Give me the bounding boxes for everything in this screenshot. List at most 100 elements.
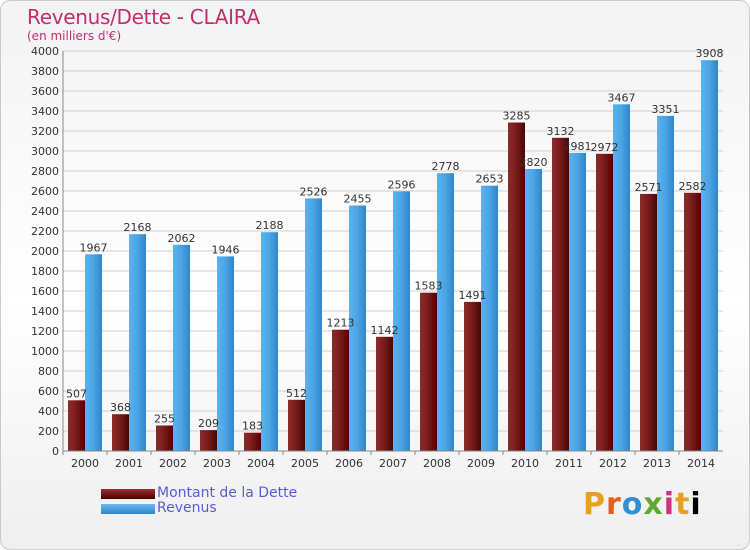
y-tick-label: 1200 xyxy=(31,325,59,338)
data-label-dette: 2582 xyxy=(679,180,707,193)
y-tick-label: 1600 xyxy=(31,285,59,298)
x-tick-label: 2010 xyxy=(511,457,539,470)
bar-dette xyxy=(684,192,701,452)
y-tick-label: 200 xyxy=(38,425,59,438)
x-tick-label: 2009 xyxy=(467,457,495,470)
y-tick-label: 3200 xyxy=(31,125,59,138)
data-label-dette: 512 xyxy=(286,387,307,400)
data-label-dette: 209 xyxy=(198,417,219,430)
bar-dette xyxy=(112,414,129,451)
data-label-dette: 507 xyxy=(66,387,87,400)
x-tick-label: 2003 xyxy=(203,457,231,470)
bar-revenus xyxy=(569,152,586,451)
data-label-revenus: 2455 xyxy=(344,193,372,206)
data-label-revenus: 1967 xyxy=(80,241,108,254)
bar-dette xyxy=(68,400,85,451)
bar-revenus xyxy=(217,256,234,451)
bar-revenus xyxy=(481,185,498,451)
x-tick-label: 2011 xyxy=(555,457,583,470)
data-label-dette: 1213 xyxy=(327,317,355,330)
axis-layer: 0 200 400 600 800 1000 1200 1400 1600 1800 2000 220… xyxy=(31,45,723,470)
y-tick-label: 0 xyxy=(52,445,59,458)
data-label-dette: 183 xyxy=(242,420,263,433)
data-label-dette: 3285 xyxy=(503,110,531,123)
bar-dette xyxy=(376,336,393,451)
data-label-revenus: 3467 xyxy=(608,91,636,104)
legend-swatch-dette xyxy=(101,489,155,499)
y-tick-label: 4000 xyxy=(31,45,59,58)
data-label-dette: 2972 xyxy=(591,141,619,154)
x-tick-label: 2001 xyxy=(115,457,143,470)
legend-label-revenus: Revenus xyxy=(157,500,217,516)
bar-revenus xyxy=(525,169,542,451)
bars-layer xyxy=(68,60,718,452)
data-label-dette: 1491 xyxy=(459,289,487,302)
data-label-revenus: 2820 xyxy=(520,156,548,169)
bar-revenus xyxy=(261,232,278,451)
legend-swatch-revenus xyxy=(101,504,155,514)
y-tick-label: 600 xyxy=(38,385,59,398)
data-label-revenus: 2778 xyxy=(432,160,460,173)
bar-dette xyxy=(288,399,305,451)
y-tick-label: 3000 xyxy=(31,145,59,158)
data-label-revenus: 3351 xyxy=(652,103,680,116)
x-tick-label: 2000 xyxy=(71,457,99,470)
y-tick-label: 3800 xyxy=(31,65,59,78)
x-tick-label: 2008 xyxy=(423,457,451,470)
bar-dette xyxy=(508,122,525,451)
data-label-dette: 255 xyxy=(154,413,175,426)
bar-dette xyxy=(464,301,481,451)
x-tick-label: 2002 xyxy=(159,457,187,470)
y-tick-label: 800 xyxy=(38,365,59,378)
bar-dette xyxy=(156,425,173,451)
data-label-revenus: 2168 xyxy=(124,221,152,234)
y-tick-label: 1400 xyxy=(31,305,59,318)
y-tick-label: 2400 xyxy=(31,205,59,218)
data-label-revenus: 2653 xyxy=(476,173,504,186)
bar-revenus xyxy=(349,205,366,451)
y-tick-label: 2600 xyxy=(31,185,59,198)
y-tick-label: 2000 xyxy=(31,245,59,258)
proxiti-logo: Proxiti xyxy=(583,487,702,522)
bar-dette xyxy=(552,137,569,452)
bar-revenus xyxy=(129,234,146,451)
x-tick-label: 2013 xyxy=(643,457,671,470)
y-tick-label: 2800 xyxy=(31,165,59,178)
y-tick-label: 3600 xyxy=(31,85,59,98)
labels-layer: 507 1967 368 2168 255 2062 209 1946 183 2188 512 25… xyxy=(66,47,724,433)
y-tick-label: 400 xyxy=(38,405,59,418)
data-label-revenus: 2188 xyxy=(256,219,284,232)
chart-title: Revenus/Dette - CLAIRA xyxy=(27,5,260,29)
bar-revenus xyxy=(613,104,630,452)
x-tick-label: 2007 xyxy=(379,457,407,470)
y-tick-label: 1000 xyxy=(31,345,59,358)
data-label-revenus: 2596 xyxy=(388,178,416,191)
bar-revenus xyxy=(393,191,410,451)
data-label-revenus: 3908 xyxy=(696,47,724,60)
bar-revenus xyxy=(437,173,454,451)
data-label-dette: 368 xyxy=(110,401,131,414)
bar-dette xyxy=(596,153,613,452)
data-label-revenus: 2062 xyxy=(168,232,196,245)
data-label-dette: 1583 xyxy=(415,280,443,293)
data-label-dette: 3132 xyxy=(547,125,575,138)
y-tick-label: 1800 xyxy=(31,265,59,278)
bar-dette xyxy=(640,193,657,451)
x-tick-label: 2006 xyxy=(335,457,363,470)
bar-revenus xyxy=(701,60,718,451)
x-tick-label: 2012 xyxy=(599,457,627,470)
bar-revenus xyxy=(305,198,322,451)
x-tick-label: 2005 xyxy=(291,457,319,470)
chart-subtitle: (en milliers d'€) xyxy=(27,29,122,43)
bar-dette xyxy=(200,430,217,451)
bar-dette xyxy=(420,292,437,451)
data-label-revenus: 2526 xyxy=(300,185,328,198)
bar-dette xyxy=(332,329,349,451)
bar-revenus xyxy=(173,244,190,451)
data-label-dette: 1142 xyxy=(371,324,399,337)
bar-revenus xyxy=(657,115,674,452)
x-tick-label: 2004 xyxy=(247,457,275,470)
bar-revenus xyxy=(85,254,102,451)
